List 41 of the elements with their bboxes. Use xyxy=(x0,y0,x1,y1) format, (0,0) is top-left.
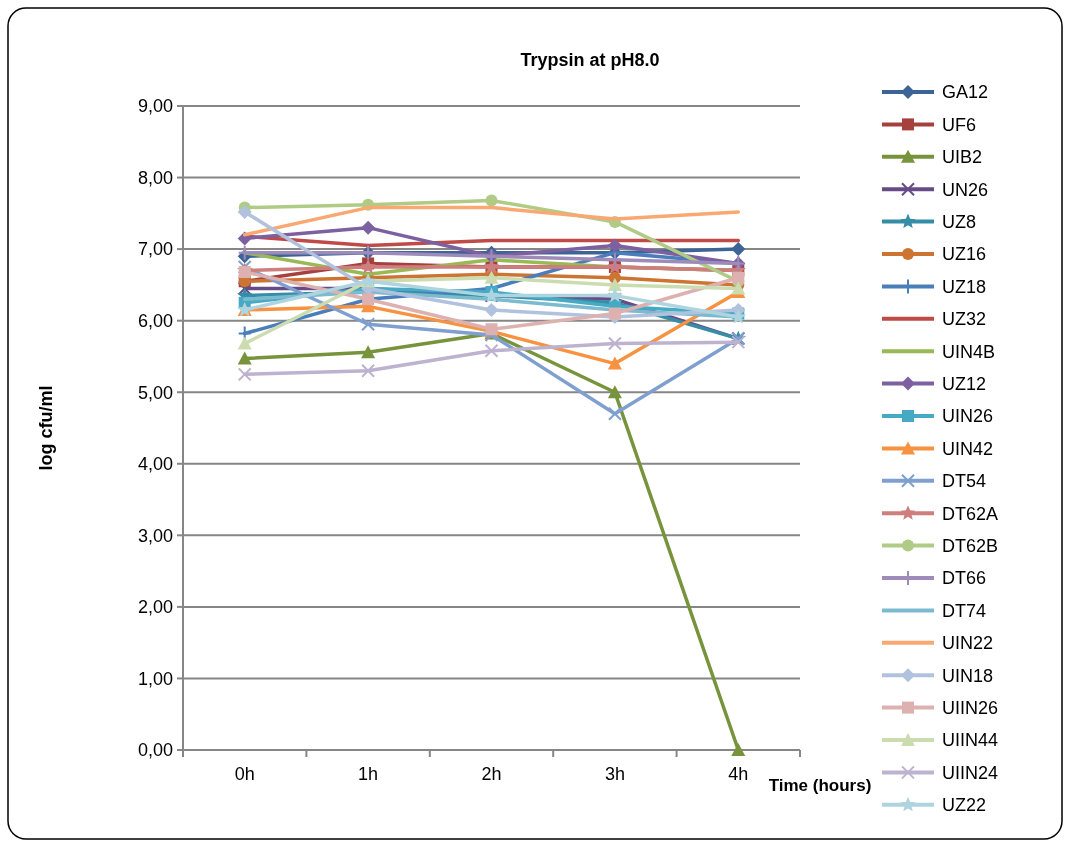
y-tick-label: 7,00 xyxy=(137,239,173,260)
x-tick-label: 3h xyxy=(604,764,625,784)
y-tick-label: 5,00 xyxy=(137,382,173,403)
y-tick-label: 8,00 xyxy=(137,167,173,188)
y-tick-label: 3,00 xyxy=(137,525,173,546)
legend-label: UZ8 xyxy=(942,211,977,232)
y-tick-label: 0,00 xyxy=(137,740,173,761)
legend-label: UIN26 xyxy=(942,406,994,427)
legend-label: DT62A xyxy=(942,503,999,524)
legend-label: UZ22 xyxy=(942,795,987,816)
legend-label: GA12 xyxy=(942,82,989,103)
y-tick-label: 6,00 xyxy=(137,310,173,331)
legend-label: UF6 xyxy=(942,114,977,135)
legend-label: UIN42 xyxy=(942,438,994,459)
x-tick-label: 4h xyxy=(728,764,749,784)
legend-label: UIN4B xyxy=(942,341,996,362)
legend-label: UIN18 xyxy=(942,665,994,686)
y-tick-label: 1,00 xyxy=(137,668,173,689)
y-tick-label: 9,00 xyxy=(137,96,173,117)
legend-label: UIIN26 xyxy=(942,697,999,718)
y-tick-label: 2,00 xyxy=(137,597,173,618)
legend-label: UIIN24 xyxy=(942,762,999,783)
chart-title: Trypsin at pH8.0 xyxy=(520,50,660,70)
legend-label: UZ12 xyxy=(942,373,987,394)
y-axis-title: log cfu/ml xyxy=(36,385,56,471)
legend-label: UZ32 xyxy=(942,309,987,330)
legend-label: DT66 xyxy=(942,568,987,589)
x-tick-label: 0h xyxy=(234,764,255,784)
legend-label: UIIN44 xyxy=(942,730,999,751)
x-tick-label: 2h xyxy=(481,764,502,784)
legend-label: DT62B xyxy=(942,535,999,556)
legend-label: UIB2 xyxy=(942,147,983,168)
legend-label: DT54 xyxy=(942,471,987,492)
legend-label: UN26 xyxy=(942,179,989,200)
legend-label: UZ18 xyxy=(942,276,987,297)
legend-label: UZ16 xyxy=(942,244,987,265)
legend-label: UIN22 xyxy=(942,633,994,654)
y-tick-label: 4,00 xyxy=(137,454,173,475)
x-tick-label: 1h xyxy=(358,764,379,784)
legend-label: DT74 xyxy=(942,600,987,621)
x-axis-title: Time (hours) xyxy=(768,776,872,795)
